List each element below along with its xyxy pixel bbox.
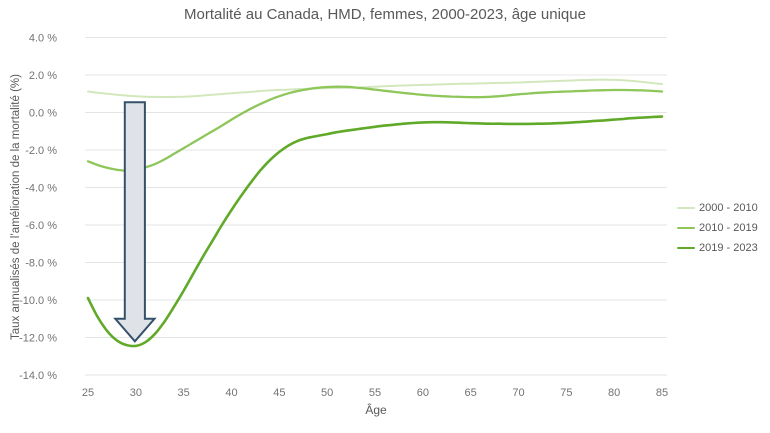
x-axis-title: Âge <box>365 403 387 417</box>
legend-label: 2019 - 2023 <box>699 242 758 254</box>
y-axis-title: Taux annualisés de l’amélioration de la … <box>10 74 22 340</box>
x-tick-label: 55 <box>369 387 381 399</box>
y-tick-label: -6.0 % <box>25 220 57 232</box>
y-tick-label: -4.0 % <box>25 183 57 195</box>
x-tick-label: 65 <box>465 387 477 399</box>
legend-line-swatch-icon <box>677 207 695 209</box>
chart-title: Mortalité au Canada, HMD, femmes, 2000-2… <box>184 6 586 23</box>
annotation-down-arrow[interactable] <box>113 101 157 343</box>
x-tick-label: 25 <box>82 387 94 399</box>
legend-line-swatch-icon <box>677 246 695 250</box>
y-tick-label: 2.0 % <box>29 70 57 82</box>
y-tick-label: -2.0 % <box>25 145 57 157</box>
x-tick-label: 80 <box>608 387 620 399</box>
x-tick-label: 30 <box>130 387 142 399</box>
x-tick-label: 60 <box>417 387 429 399</box>
legend-label: 2010 - 2019 <box>699 222 758 234</box>
y-tick-label: 0.0 % <box>29 108 57 120</box>
series-line-2019-2023[interactable] <box>86 115 664 348</box>
legend-line-swatch-icon <box>677 226 695 230</box>
x-tick-label: 50 <box>321 387 333 399</box>
series-line-2010-2019[interactable] <box>86 85 664 172</box>
x-tick-label: 45 <box>273 387 285 399</box>
y-tick-label: -10.0 % <box>19 295 57 307</box>
x-tick-label: 40 <box>225 387 237 399</box>
y-tick-label: -8.0 % <box>25 258 57 270</box>
x-tick-label: 75 <box>560 387 572 399</box>
legend: 2000 - 2010 2010 - 2019 2019 - 2023 <box>677 198 758 258</box>
legend-item-2019-2023[interactable]: 2019 - 2023 <box>677 238 758 258</box>
y-tick-label: -12.0 % <box>19 333 57 345</box>
legend-item-2000-2010[interactable]: 2000 - 2010 <box>677 198 758 218</box>
legend-label: 2000 - 2010 <box>699 202 758 214</box>
x-tick-label: 35 <box>178 387 190 399</box>
x-tick-label: 70 <box>512 387 524 399</box>
x-tick-label: 85 <box>656 387 668 399</box>
y-tick-label: -14.0 % <box>19 370 57 382</box>
legend-item-2010-2019[interactable]: 2010 - 2019 <box>677 218 758 238</box>
series-line-2000-2010[interactable] <box>87 78 663 99</box>
y-tick-label: 4.0 % <box>29 33 57 45</box>
